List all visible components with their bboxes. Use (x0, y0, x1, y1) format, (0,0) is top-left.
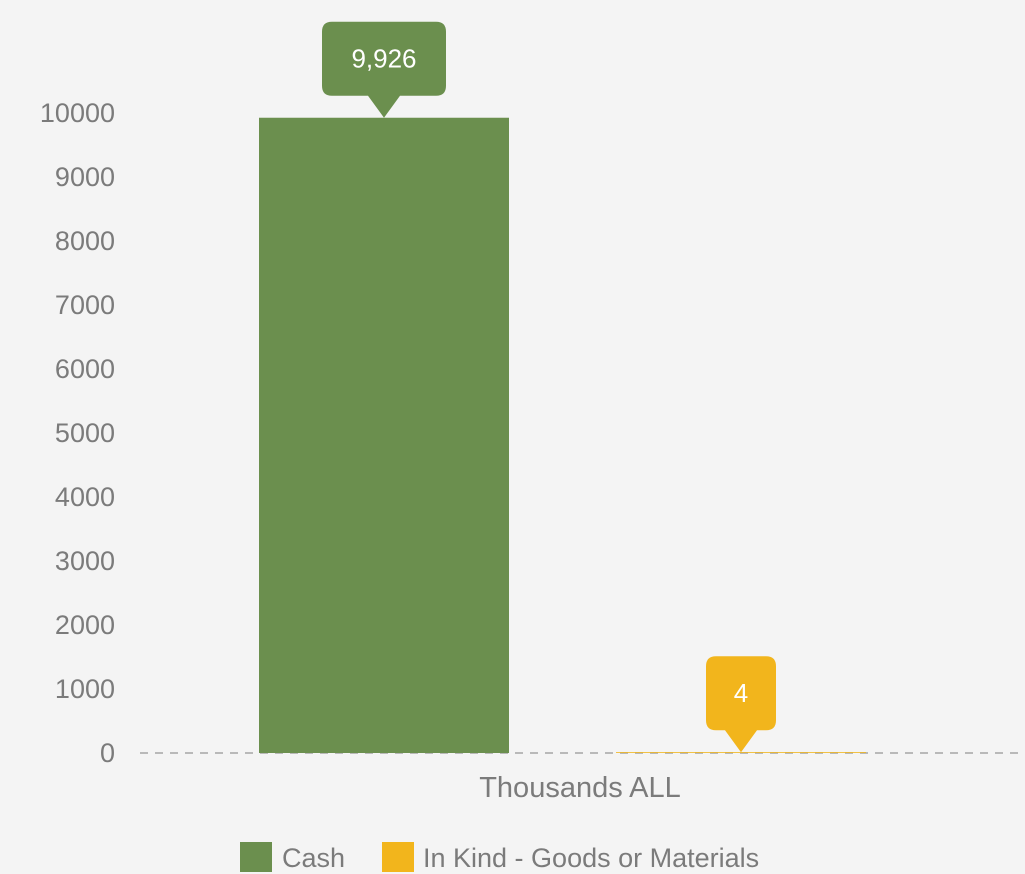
y-tick-label: 8000 (55, 226, 115, 256)
data-label-callout (322, 21, 446, 118)
y-tick-label: 7000 (55, 290, 115, 320)
y-tick-label: 4000 (55, 482, 115, 512)
legend-swatch[interactable] (240, 842, 272, 872)
y-tick-label: 3000 (55, 546, 115, 576)
y-tick-label: 2000 (55, 610, 115, 640)
y-tick-label: 10000 (40, 98, 115, 128)
bars (259, 117, 866, 753)
data-label-value: 9,926 (351, 44, 416, 74)
y-tick-label: 9000 (55, 162, 115, 192)
y-tick-label: 0 (100, 738, 115, 768)
x-axis-category-label: Thousands ALL (479, 772, 681, 804)
legend-item-label[interactable]: In Kind - Goods or Materials (423, 843, 759, 873)
y-tick-label: 5000 (55, 418, 115, 448)
y-tick-label: 1000 (55, 674, 115, 704)
y-axis: 0 1000 2000 3000 4000 5000 6000 7000 8000 9000 100… (40, 98, 115, 768)
legend-swatch[interactable] (382, 842, 414, 872)
y-tick-label: 6000 (55, 354, 115, 384)
bar-cash[interactable] (259, 117, 509, 753)
data-label-value: 4 (734, 678, 748, 708)
legend-item-label[interactable]: Cash (282, 843, 345, 873)
data-labels: 9,926 4 (322, 21, 776, 753)
bar-in-kind-goods-or-materials[interactable] (616, 752, 866, 753)
legend[interactable]: Cash In Kind - Goods or Materials (240, 842, 759, 873)
data-label-callout (706, 656, 776, 753)
